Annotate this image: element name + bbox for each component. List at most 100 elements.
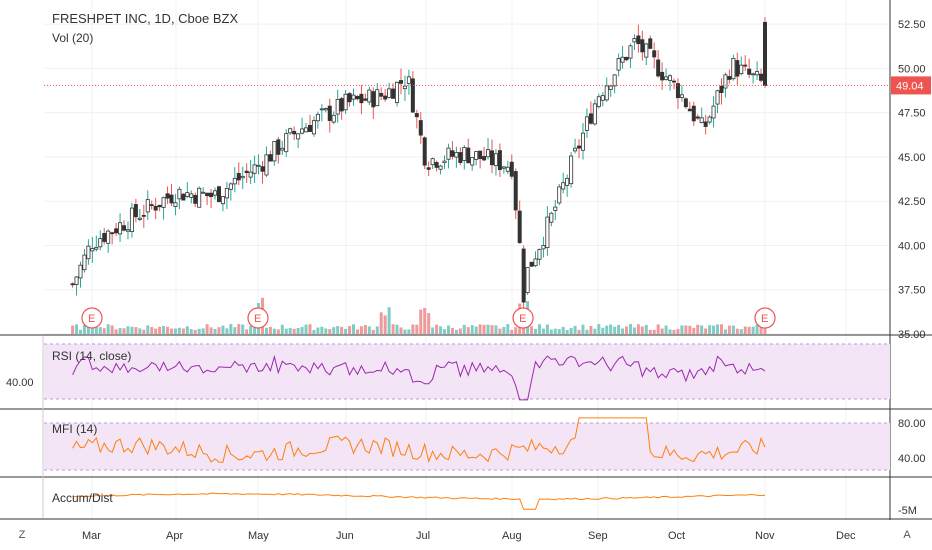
- candle-body: [272, 141, 277, 162]
- volume-bar: [185, 326, 189, 334]
- candle-body: [549, 212, 554, 223]
- candle-body: [644, 43, 649, 58]
- candle-body: [315, 113, 320, 122]
- candle-body: [114, 228, 119, 234]
- volume-bar: [696, 324, 700, 334]
- candle-body: [648, 38, 653, 49]
- volume-bar: [541, 328, 545, 334]
- candle-body: [628, 45, 633, 59]
- price-tick-label: 40.00: [898, 240, 926, 252]
- candle-body: [118, 222, 123, 235]
- zoom-button[interactable]: Z: [18, 529, 26, 541]
- candle-body: [288, 128, 293, 134]
- time-tick-label: May: [248, 530, 269, 542]
- candle-body: [561, 182, 566, 190]
- candle-body: [759, 73, 764, 81]
- candle-body: [220, 196, 225, 205]
- volume-bar: [462, 324, 466, 334]
- volume-bar: [348, 326, 352, 334]
- candle-body: [216, 186, 221, 203]
- volume-bar: [419, 309, 423, 334]
- candle-body: [74, 276, 79, 285]
- candle-body: [474, 151, 479, 160]
- candle-body: [224, 188, 229, 199]
- candle-body: [343, 93, 348, 111]
- volume-bar: [648, 329, 652, 334]
- earnings-marker: [754, 307, 776, 329]
- price-tick-label: 52.50: [898, 19, 926, 31]
- candle-body: [193, 195, 198, 204]
- candle-body: [664, 76, 669, 80]
- volume-bar: [478, 324, 482, 334]
- auto-scale-button[interactable]: A: [903, 529, 911, 541]
- candle-body: [588, 113, 593, 124]
- candle-body: [458, 152, 463, 163]
- candle-body: [86, 245, 91, 260]
- volume-bar: [482, 324, 486, 334]
- volume-bar: [379, 312, 383, 334]
- volume-bar: [320, 326, 324, 334]
- volume-bar: [213, 328, 217, 334]
- price-tick-label: 45.00: [898, 152, 926, 164]
- volume-bar: [324, 328, 328, 334]
- candle-body: [434, 162, 439, 168]
- candle-body: [751, 73, 756, 76]
- mfi-line: [72, 417, 766, 464]
- candle-body: [739, 64, 744, 75]
- price-tick-label: 47.50: [898, 108, 926, 120]
- candle-body: [711, 105, 716, 119]
- candle-body: [252, 164, 257, 174]
- volume-bar: [98, 327, 102, 334]
- candle-body: [173, 202, 178, 207]
- volume-bar: [692, 327, 696, 334]
- candle-body: [529, 261, 534, 267]
- candle-body: [205, 192, 210, 197]
- volume-bar: [336, 326, 340, 334]
- candle-body: [209, 192, 214, 198]
- volume-bar: [221, 325, 225, 334]
- volume-bar: [668, 329, 672, 334]
- candle-body: [402, 85, 407, 90]
- candle-body: [375, 89, 380, 107]
- candle-body: [236, 172, 241, 181]
- volume-bar: [755, 324, 759, 334]
- candle-body: [656, 59, 661, 77]
- candle-body: [169, 194, 174, 204]
- candle-body: [584, 116, 589, 131]
- candle-body: [296, 133, 301, 140]
- volume-bar: [110, 325, 114, 334]
- candle-body: [497, 150, 502, 171]
- volume-bar: [581, 324, 585, 334]
- candle-body: [185, 192, 190, 197]
- candle-body: [533, 258, 538, 267]
- volume-bar: [688, 325, 692, 334]
- candle-body: [743, 64, 748, 67]
- candle-body: [470, 157, 475, 166]
- volume-bar: [276, 329, 280, 334]
- candle-body: [521, 248, 526, 303]
- earnings-marker-label: E: [519, 313, 526, 325]
- volume-bar: [712, 325, 716, 334]
- volume-bar: [601, 327, 605, 334]
- candle-body: [755, 71, 760, 76]
- volume-bar: [660, 328, 664, 334]
- volume-bar: [162, 325, 166, 334]
- candle-body: [331, 114, 336, 123]
- candle-body: [153, 205, 158, 211]
- candle-body: [319, 108, 324, 111]
- candle-body: [731, 57, 736, 80]
- candle-body: [727, 76, 732, 80]
- candle-body: [197, 187, 202, 208]
- mfi-axis-label: 40.00: [898, 453, 926, 465]
- volume-bar: [474, 326, 478, 334]
- volume-bar: [510, 329, 514, 334]
- candle-body: [454, 152, 459, 158]
- candle-body: [446, 147, 451, 160]
- volume-bar: [403, 329, 407, 334]
- candle-body: [244, 170, 249, 174]
- candle-body: [149, 204, 154, 207]
- candle-body: [679, 94, 684, 98]
- candle-body: [418, 120, 423, 136]
- volume-bar: [617, 324, 621, 334]
